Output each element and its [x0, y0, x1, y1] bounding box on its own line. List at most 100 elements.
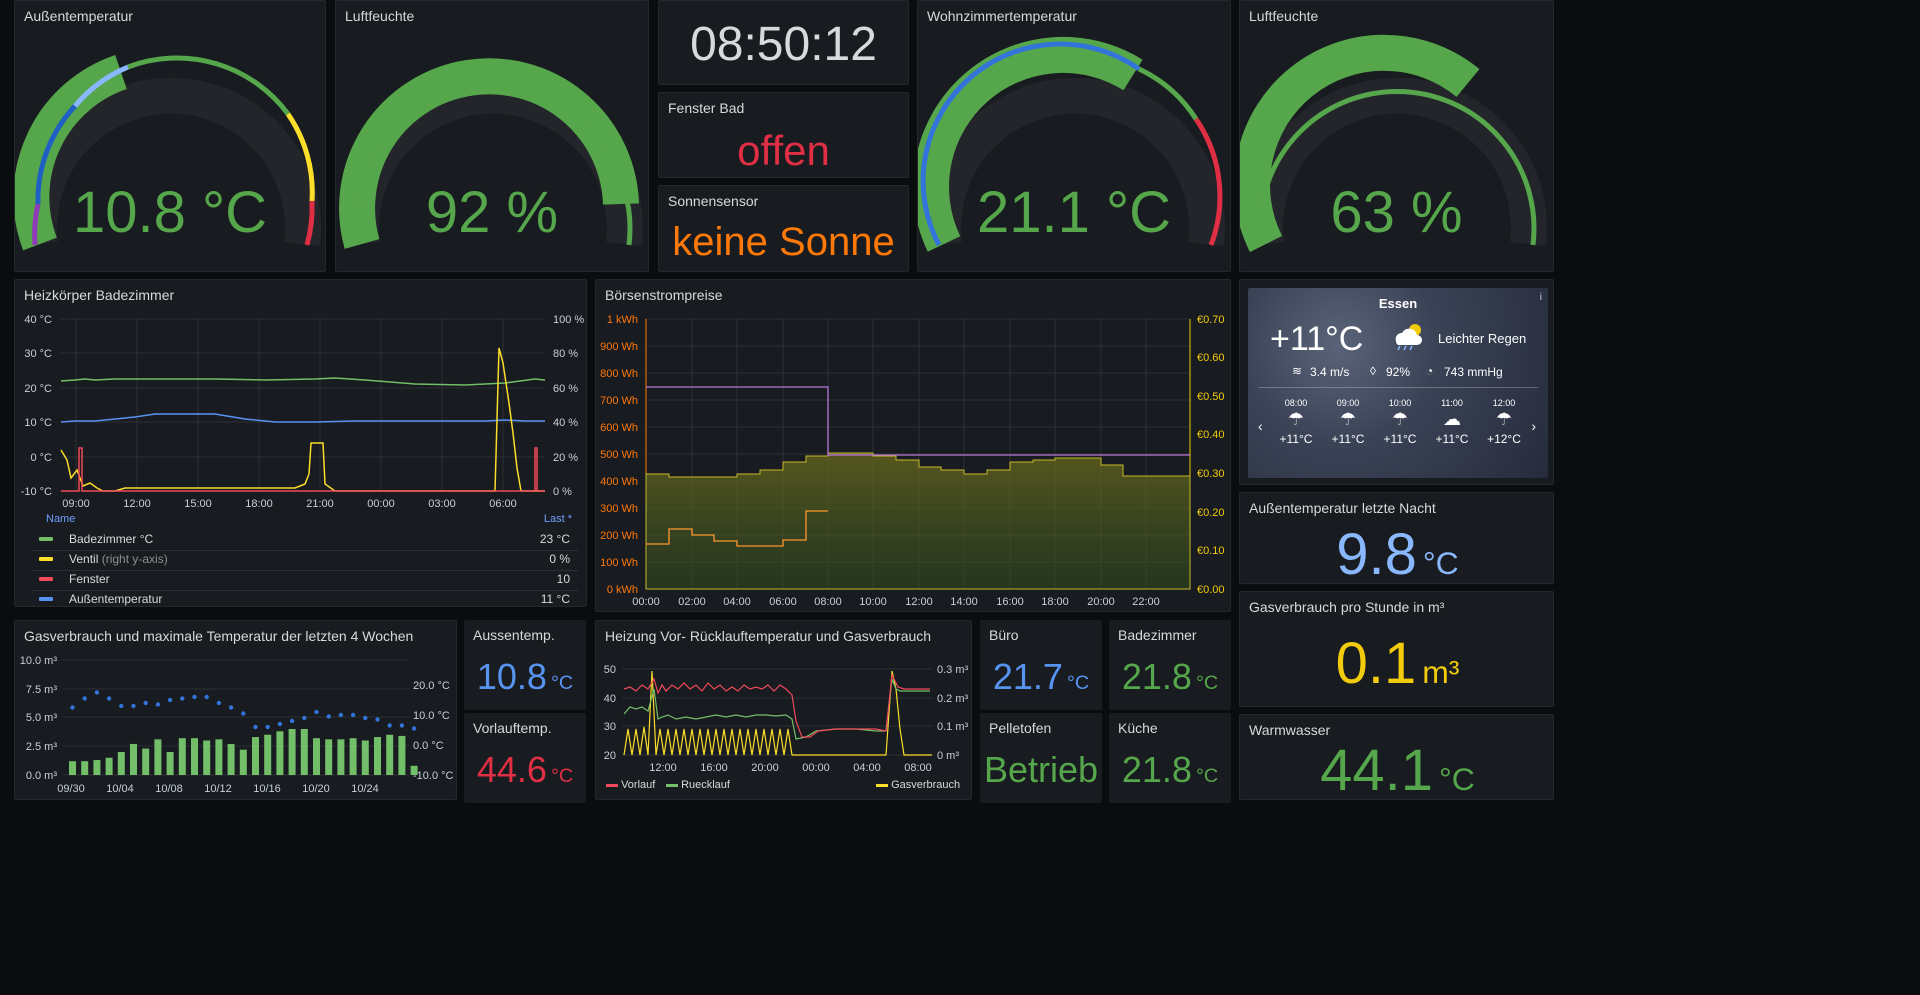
- temp-point: [106, 696, 112, 701]
- wind-icon: ≋: [1292, 364, 1303, 378]
- panel-title: Börsenstrompreise: [605, 287, 723, 303]
- x-tick: 06:00: [489, 498, 517, 510]
- temp-point: [399, 723, 405, 728]
- panel-title: Fenster Bad: [668, 100, 745, 116]
- y-left-tick: 2.5 m³: [26, 741, 58, 753]
- gas-bar: [178, 738, 186, 775]
- gauge-panel-humidity-2: Luftfeuchte 63 %: [1239, 0, 1554, 272]
- legend-item[interactable]: Fenster 10: [31, 567, 578, 591]
- legend-swatch: [876, 783, 888, 787]
- legend-item[interactable]: Ventil (right y-axis) 0 %: [31, 547, 578, 571]
- x-tick: 12:00: [905, 596, 933, 608]
- y-right-tick: 0.1 m³: [937, 721, 969, 733]
- gas-bar: [337, 739, 345, 775]
- hour-time: 08:00: [1284, 398, 1308, 408]
- legend-name: Ruecklauf: [681, 779, 730, 791]
- y-right-tick: 0.2 m³: [937, 693, 969, 705]
- weather-temp: +11°C: [1270, 320, 1364, 358]
- temp-point: [204, 694, 209, 700]
- temp-point: [119, 703, 124, 709]
- gas-bar: [386, 734, 394, 775]
- legend-item[interactable]: Badezimmer °C 23 °C: [31, 527, 578, 551]
- x-tick: 06:00: [769, 596, 797, 608]
- panel-title: Pelletofen: [989, 720, 1052, 736]
- x-tick: 10/16: [253, 783, 281, 795]
- panel-title: Außentemperatur letzte Nacht: [1249, 500, 1436, 516]
- temp-point: [253, 724, 258, 730]
- y-right-tick: €0.70: [1197, 314, 1225, 326]
- legend-name: Badezimmer °C: [69, 532, 154, 546]
- y-left-tick: 400 Wh: [600, 476, 638, 488]
- x-tick: 10:00: [859, 596, 887, 608]
- legend-header-last[interactable]: Last *: [543, 513, 572, 525]
- gas-bar: [264, 734, 272, 775]
- legend-suffix: (right y-axis): [101, 552, 168, 566]
- weather-next-button[interactable]: ›: [1531, 418, 1536, 434]
- series-gas: [623, 670, 932, 756]
- x-tick: 02:00: [678, 596, 706, 608]
- vorlauftemp-panel: Vorlauftemp. 44.6 °C: [464, 713, 586, 803]
- series-badezimmer: [60, 377, 546, 386]
- x-tick: 14:00: [950, 596, 978, 608]
- panel-title: Gasverbrauch und maximale Temperatur der…: [24, 628, 414, 644]
- unit: m³: [1422, 654, 1460, 690]
- value: 9.8: [1336, 522, 1417, 584]
- y-right-tick: €0.10: [1197, 545, 1225, 557]
- legend-item[interactable]: Gasverbrauch: [876, 779, 960, 791]
- temp-point: [70, 705, 75, 710]
- value: 21.8: [1121, 749, 1192, 790]
- gauge-outdoor-temp: [15, 54, 321, 251]
- gas-bar: [93, 760, 101, 775]
- weather-desc: Leichter Regen: [1438, 331, 1527, 346]
- x-tick: 04:00: [723, 596, 751, 608]
- gauge-value: 92 %: [425, 180, 559, 245]
- x-tick: 18:00: [245, 498, 273, 510]
- legend-item[interactable]: Ruecklauf: [666, 779, 730, 791]
- y-right-tick: 0.0 °C: [413, 740, 444, 752]
- y-left-tick: 5.0 m³: [26, 712, 58, 724]
- panel-title: Wohnzimmertemperatur: [927, 8, 1077, 24]
- y-right-tick: 80 %: [553, 348, 578, 360]
- temp-point: [289, 718, 295, 724]
- unit: °C: [550, 765, 574, 787]
- temp-point: [180, 696, 185, 701]
- gas-bar: [288, 729, 296, 775]
- unit: °C: [1195, 765, 1219, 787]
- y-right-tick: €0.40: [1197, 429, 1225, 441]
- unit: °C: [1066, 672, 1090, 694]
- temp-point: [265, 724, 270, 730]
- gauge-panel-outdoor-temp: Außentemperatur 10.8 °C: [14, 0, 326, 272]
- temp-point: [338, 712, 344, 718]
- legend-item[interactable]: Vorlauf: [606, 779, 655, 791]
- x-tick: 08:00: [814, 596, 842, 608]
- y-right-tick: 0.3 m³: [937, 664, 969, 676]
- temp-point: [363, 715, 368, 721]
- temp-point: [387, 723, 392, 728]
- boersen-chart: 1 kWh 900 Wh 800 Wh 700 Wh 600 Wh 500 Wh…: [600, 314, 1225, 608]
- x-tick: 00:00: [367, 498, 395, 510]
- legend-item[interactable]: Außentemperatur 11 °C: [31, 587, 578, 606]
- x-tick: 16:00: [996, 596, 1024, 608]
- panel-title: Luftfeuchte: [345, 8, 415, 24]
- legend-header-name[interactable]: Name: [46, 513, 76, 525]
- x-tick: 10/20: [302, 783, 330, 795]
- legend-name: Ventil: [69, 552, 99, 566]
- vorlauftemp-value: 44.6 °C: [464, 749, 586, 791]
- x-tick: 21:00: [306, 498, 334, 510]
- gauge-humidity: [339, 58, 643, 249]
- series-price: [645, 452, 1191, 590]
- sonnensensor-value: keine Sonne: [672, 220, 895, 264]
- gas-bar: [300, 729, 308, 775]
- weather-prev-button[interactable]: ‹: [1258, 418, 1263, 434]
- weather-info-icon[interactable]: i: [1539, 292, 1542, 303]
- unit: °C: [1439, 761, 1475, 797]
- weather-pressure: 743 mmHg: [1444, 365, 1503, 379]
- x-tick: 09/30: [57, 783, 85, 795]
- gas-bar: [276, 731, 284, 775]
- panel-title: Aussentemp.: [473, 627, 555, 643]
- x-tick: 00:00: [632, 596, 660, 608]
- value: 44.1: [1320, 738, 1434, 800]
- gas-bar: [349, 738, 357, 775]
- panel-title: Vorlauftemp.: [473, 720, 552, 736]
- weather-wind: 3.4 m/s: [1310, 365, 1350, 379]
